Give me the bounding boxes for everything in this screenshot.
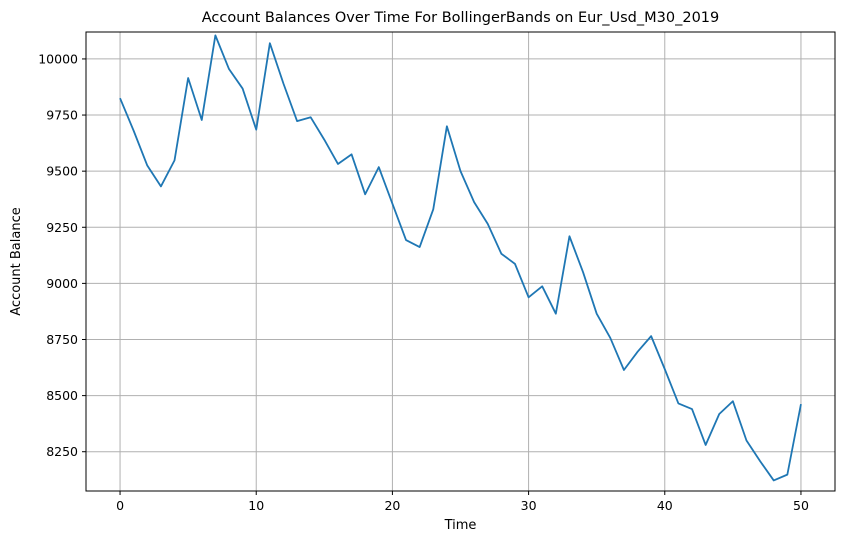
data-point [255, 129, 257, 131]
data-point [732, 400, 734, 402]
data-point [487, 223, 489, 225]
series-layer [119, 34, 802, 482]
gridlines [86, 32, 835, 491]
data-point [269, 42, 271, 44]
data-point [282, 83, 284, 85]
y-tick-label: 9750 [46, 108, 78, 123]
data-point [405, 239, 407, 241]
data-point [364, 193, 366, 195]
data-point [541, 285, 543, 287]
data-point [419, 246, 421, 248]
series-line [119, 34, 802, 482]
data-point [664, 368, 666, 370]
data-point [446, 125, 448, 127]
data-point [568, 235, 570, 237]
y-tick-label: 9250 [46, 220, 78, 235]
plot-frame [85, 31, 836, 492]
data-point [146, 165, 148, 167]
data-point [691, 408, 693, 410]
x-tick-label: 0 [116, 498, 124, 513]
data-point [174, 159, 176, 161]
data-point [296, 120, 298, 122]
y-tick-label: 8500 [46, 388, 78, 403]
data-point [310, 116, 312, 118]
data-point [460, 170, 462, 172]
y-tick-label: 9000 [46, 276, 78, 291]
data-point [201, 119, 203, 121]
y-tick-label: 8250 [46, 444, 78, 459]
x-tick-label: 10 [248, 498, 264, 513]
y-tick-label: 9500 [46, 164, 78, 179]
data-point [242, 88, 244, 90]
x-tick-label: 50 [793, 498, 809, 513]
y-axis-label: Account Balance [9, 207, 24, 315]
data-point [623, 369, 625, 371]
data-point [323, 139, 325, 141]
data-point [759, 460, 761, 462]
data-point [745, 439, 747, 441]
data-point [187, 77, 189, 79]
data-point [582, 271, 584, 273]
x-axis-label: Time [444, 518, 477, 533]
chart-title: Account Balances Over Time For Bollinger… [202, 10, 720, 26]
data-point [650, 335, 652, 337]
data-point [119, 97, 121, 99]
data-point [637, 351, 639, 353]
x-tick-label: 30 [521, 498, 537, 513]
data-point [133, 130, 135, 132]
x-tick-label: 40 [657, 498, 673, 513]
data-point [773, 479, 775, 481]
x-tick-label: 20 [384, 498, 400, 513]
data-point [391, 203, 393, 205]
data-point [500, 253, 502, 255]
data-point [596, 313, 598, 315]
data-point [160, 185, 162, 187]
data-point [677, 402, 679, 404]
data-point [718, 413, 720, 415]
y-axis-ticks: 8250 8500 8750 9000 9250 9500 9750 10000 [38, 51, 86, 459]
data-point [473, 201, 475, 203]
data-point [514, 263, 516, 265]
data-point [228, 68, 230, 70]
data-point [528, 296, 530, 298]
data-point [432, 208, 434, 210]
data-point [705, 444, 707, 446]
data-point [800, 403, 802, 405]
data-point [378, 166, 380, 168]
data-point [214, 34, 216, 36]
data-point [786, 474, 788, 476]
x-axis-ticks: 0 10 20 30 40 50 [116, 491, 809, 513]
y-tick-label: 8750 [46, 332, 78, 347]
y-tick-label: 10000 [38, 51, 78, 66]
data-point [351, 153, 353, 155]
data-point [609, 337, 611, 339]
data-point [555, 313, 557, 315]
data-point [337, 163, 339, 165]
